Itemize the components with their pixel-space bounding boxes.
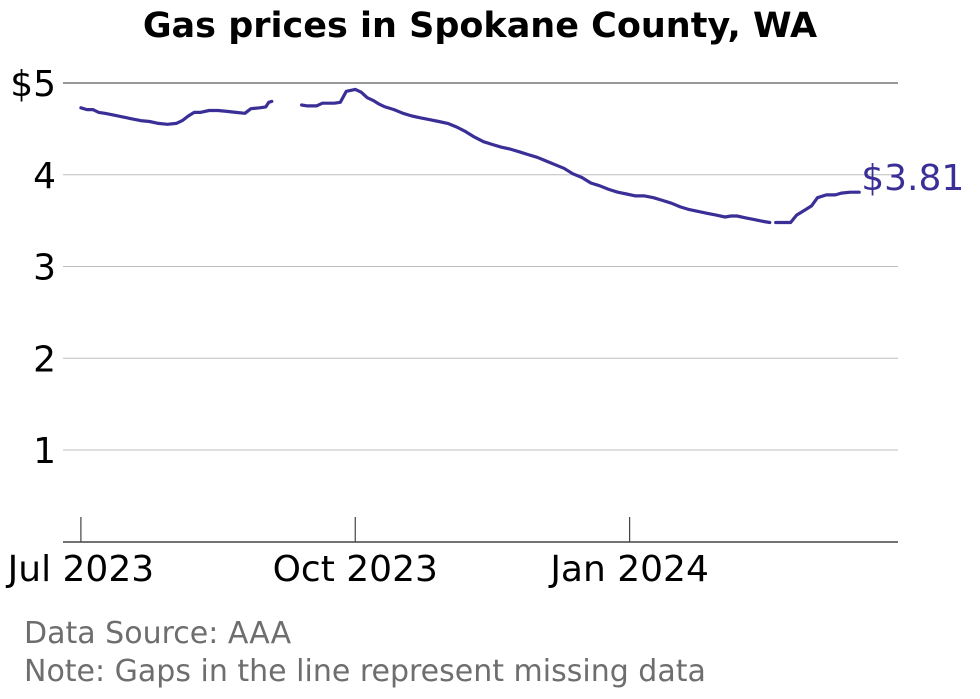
x-tick-label: Jan 2024 bbox=[548, 549, 709, 590]
y-axis-ticks: 1 2 3 4 $5 bbox=[10, 64, 56, 472]
y-tick-label: 1 bbox=[33, 431, 56, 472]
x-tick-label: Jul 2023 bbox=[6, 549, 155, 590]
gridlines bbox=[63, 82, 898, 451]
price-line-segment-1 bbox=[79, 99, 274, 126]
y-tick-label: 3 bbox=[33, 248, 56, 289]
price-series bbox=[79, 87, 861, 225]
missing-data-note: Note: Gaps in the line represent missing… bbox=[24, 654, 706, 689]
x-axis-ticks: Jul 2023 Oct 2023 Jan 2024 bbox=[6, 517, 709, 590]
data-source-note: Data Source: AAA bbox=[24, 616, 292, 651]
chart: Gas prices in Spokane County, WA 1234$5 … bbox=[6, 6, 965, 590]
latest-price-label: $3.81 bbox=[861, 158, 964, 199]
x-tick-label: Oct 2023 bbox=[273, 549, 438, 590]
y-tick-label: 4 bbox=[33, 156, 56, 197]
price-line-segment-3 bbox=[774, 190, 861, 225]
y-tick-label: $5 bbox=[10, 64, 56, 105]
chart-title: Gas prices in Spokane County, WA bbox=[143, 6, 817, 46]
price-line-segment-2 bbox=[300, 87, 772, 225]
y-tick-label: 2 bbox=[33, 339, 56, 380]
